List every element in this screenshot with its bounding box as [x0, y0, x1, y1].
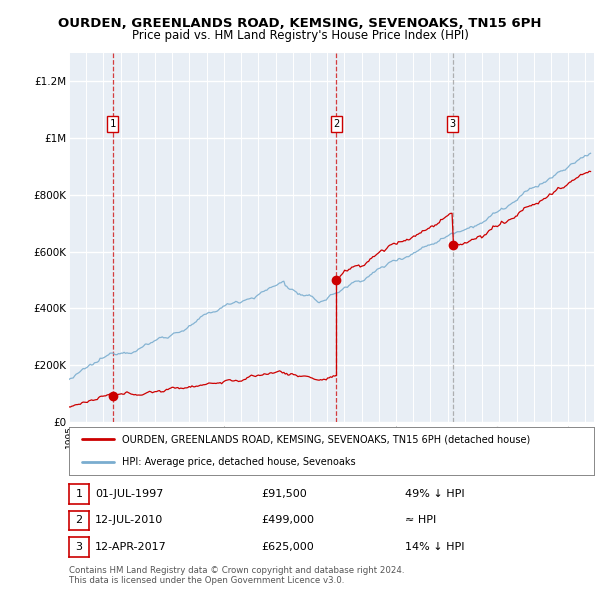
Text: ≈ HPI: ≈ HPI — [405, 516, 436, 525]
Text: 1: 1 — [110, 119, 116, 129]
Text: £499,000: £499,000 — [261, 516, 314, 525]
Text: OURDEN, GREENLANDS ROAD, KEMSING, SEVENOAKS, TN15 6PH: OURDEN, GREENLANDS ROAD, KEMSING, SEVENO… — [58, 17, 542, 30]
Text: Contains HM Land Registry data © Crown copyright and database right 2024.
This d: Contains HM Land Registry data © Crown c… — [69, 566, 404, 585]
Text: 12-JUL-2010: 12-JUL-2010 — [95, 516, 163, 525]
Text: 2: 2 — [334, 119, 340, 129]
Text: 49% ↓ HPI: 49% ↓ HPI — [405, 489, 464, 499]
Text: HPI: Average price, detached house, Sevenoaks: HPI: Average price, detached house, Seve… — [121, 457, 355, 467]
Text: Price paid vs. HM Land Registry's House Price Index (HPI): Price paid vs. HM Land Registry's House … — [131, 29, 469, 42]
Text: £91,500: £91,500 — [261, 489, 307, 499]
Text: 12-APR-2017: 12-APR-2017 — [95, 542, 167, 552]
Text: £625,000: £625,000 — [261, 542, 314, 552]
Text: 14% ↓ HPI: 14% ↓ HPI — [405, 542, 464, 552]
Text: 01-JUL-1997: 01-JUL-1997 — [95, 489, 163, 499]
Text: OURDEN, GREENLANDS ROAD, KEMSING, SEVENOAKS, TN15 6PH (detached house): OURDEN, GREENLANDS ROAD, KEMSING, SEVENO… — [121, 434, 530, 444]
Text: 3: 3 — [76, 542, 82, 552]
Text: 3: 3 — [449, 119, 455, 129]
Text: 1: 1 — [76, 489, 82, 499]
Text: 2: 2 — [76, 516, 82, 525]
